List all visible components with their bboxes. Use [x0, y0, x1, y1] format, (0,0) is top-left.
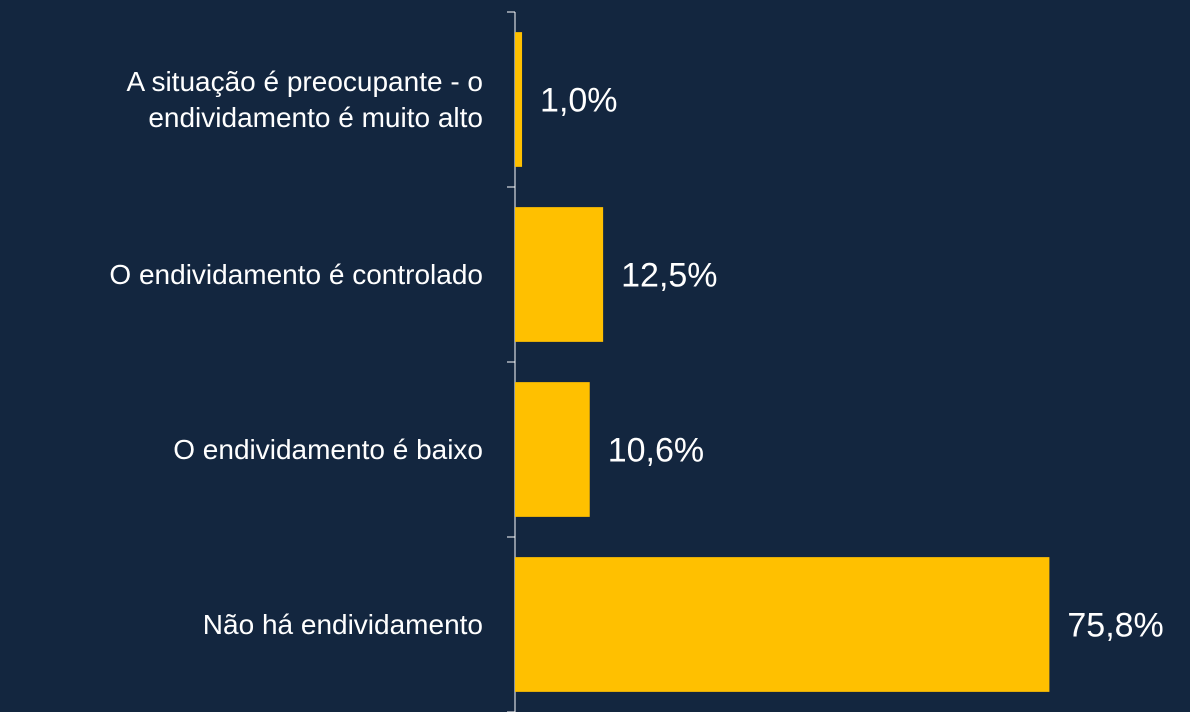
data-label: 10,6% — [608, 431, 704, 469]
y-tick-label: A situação é preocupante - o endividamen… — [126, 65, 483, 133]
bar — [515, 382, 590, 517]
y-tick-label: O endividamento é baixo — [173, 433, 483, 465]
bar — [515, 207, 604, 342]
data-label: 12,5% — [621, 256, 717, 294]
data-label: 75,8% — [1067, 606, 1163, 644]
bar — [515, 32, 523, 167]
bar — [515, 557, 1050, 692]
y-tick-label: O endividamento é controlado — [109, 258, 483, 290]
y-tick-label: Não há endividamento — [202, 608, 483, 640]
data-label: 1,0% — [540, 81, 618, 119]
